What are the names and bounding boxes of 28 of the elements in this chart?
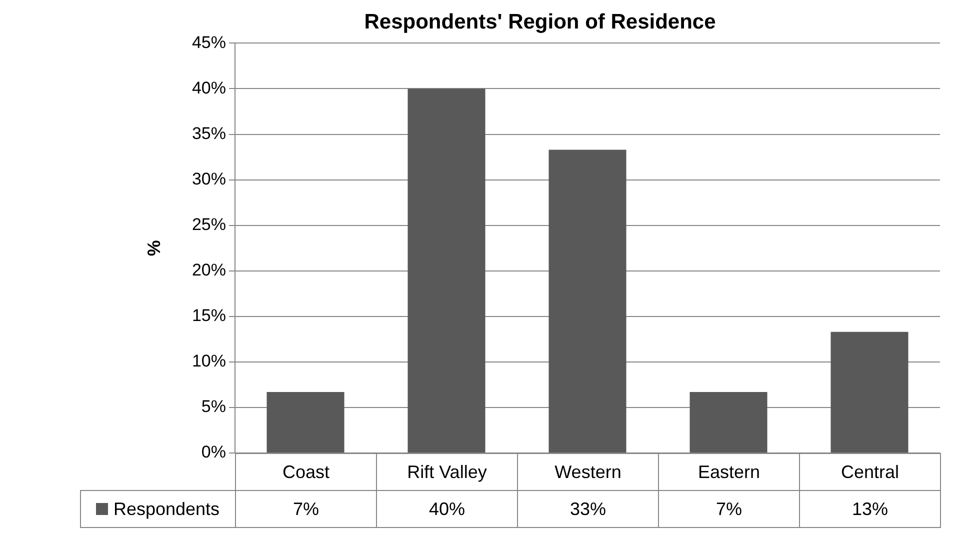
bar bbox=[266, 392, 344, 452]
x-tick-label: Western bbox=[517, 453, 659, 491]
chart-title: Respondents' Region of Residence bbox=[364, 10, 716, 34]
bar bbox=[408, 88, 486, 452]
y-tick-label: 35% bbox=[192, 124, 226, 143]
bar bbox=[548, 150, 626, 452]
y-tick-label: 15% bbox=[192, 306, 226, 326]
y-tick-label: 30% bbox=[192, 169, 226, 188]
y-tick-label: 20% bbox=[192, 260, 226, 280]
bar bbox=[690, 392, 768, 452]
legend-label: Respondents bbox=[113, 498, 220, 520]
y-tick-label: 10% bbox=[192, 352, 226, 371]
x-tick-label: Eastern bbox=[658, 453, 800, 491]
data-label: 33% bbox=[517, 490, 659, 528]
y-tick-label: 0% bbox=[201, 442, 226, 462]
y-tick-label: 25% bbox=[192, 215, 226, 234]
x-tick-label: Coast bbox=[235, 453, 377, 491]
bar bbox=[830, 332, 908, 452]
x-tick-label: Rift Valley bbox=[376, 453, 518, 491]
data-label: 40% bbox=[376, 490, 518, 528]
data-label: 7% bbox=[235, 490, 377, 528]
x-tick-label: Central bbox=[799, 453, 941, 491]
y-axis-title: % bbox=[144, 240, 164, 256]
y-tick-label: 5% bbox=[201, 397, 226, 416]
y-tick-label: 40% bbox=[192, 78, 226, 98]
y-tick-label: 45% bbox=[192, 32, 226, 52]
data-label: 7% bbox=[658, 490, 800, 528]
data-label: 13% bbox=[799, 490, 941, 528]
